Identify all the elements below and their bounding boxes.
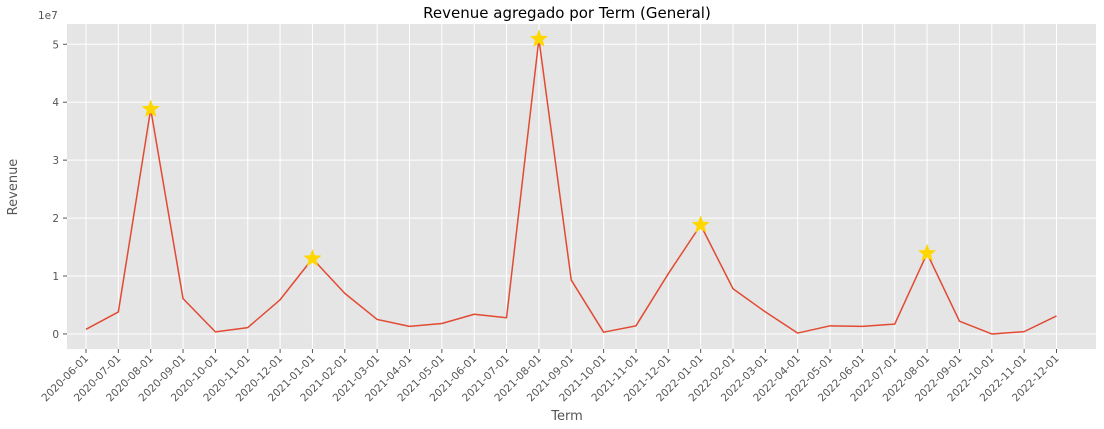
peak-star-marker: [303, 248, 322, 267]
peak-star-marker: [917, 243, 937, 262]
y-offset-label: 1e7: [38, 10, 58, 22]
chart-title: Revenue agregado por Term (General): [423, 4, 711, 22]
plot-area: [67, 24, 1096, 349]
peak-markers: [141, 29, 937, 267]
peak-star-marker: [529, 29, 549, 47]
y-tick-label: 3: [52, 155, 59, 167]
peak-star-marker: [691, 215, 710, 233]
series-line: [85, 38, 1057, 335]
y-tick-label: 2: [52, 213, 59, 225]
y-tick-label: 4: [52, 97, 59, 109]
peak-star-marker: [141, 99, 160, 118]
y-tick-label: 1: [52, 271, 59, 283]
grid-lines: [67, 24, 1096, 349]
x-axis-label: Term: [550, 409, 583, 424]
y-axis-label: Revenue: [6, 159, 21, 216]
y-tick-label: 0: [52, 329, 59, 341]
y-tick-label: 5: [52, 39, 59, 51]
revenue-series-line: [85, 38, 1057, 335]
